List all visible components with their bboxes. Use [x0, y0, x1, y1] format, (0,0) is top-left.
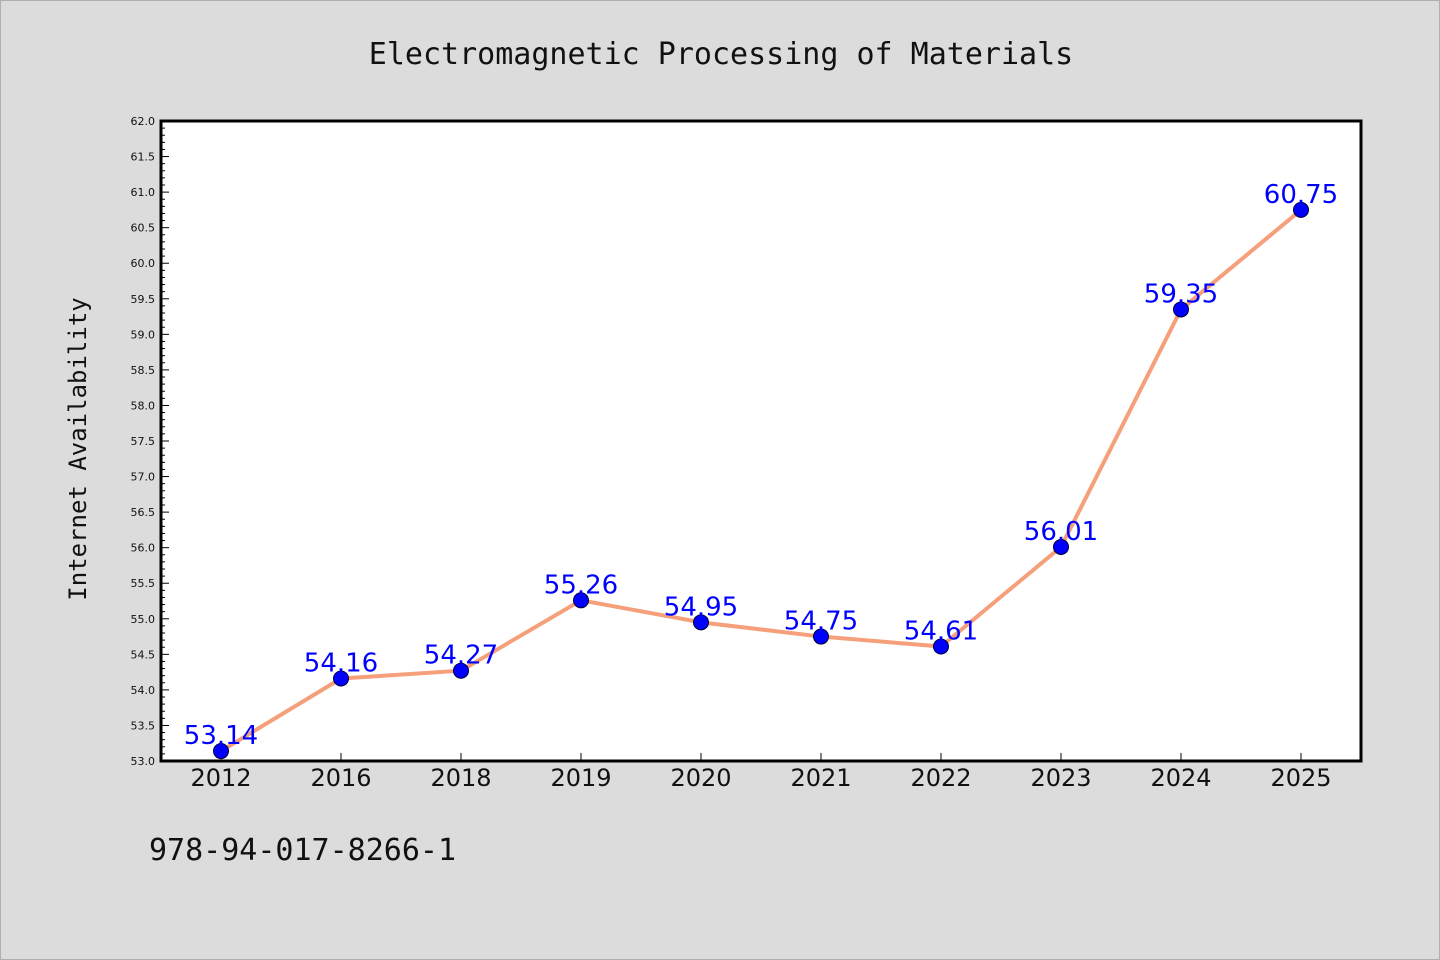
x-tick-label: 2023: [1030, 764, 1091, 792]
y-tick-label: 59.5: [131, 293, 156, 306]
plot-area: [159, 119, 1363, 763]
x-tick-label: 2016: [310, 764, 371, 792]
series-line: [219, 207, 1303, 754]
y-axis: 53.0 53.5 54.0 54.5 55.0 55.5 56.0 56.5 57.0 57.5…: [131, 115, 169, 768]
x-tick-label: 2025: [1270, 764, 1331, 792]
data-point: [333, 670, 349, 687]
data-point: [693, 614, 709, 631]
x-tick-label: 2024: [1150, 764, 1211, 792]
data-point: [933, 638, 949, 655]
data-label: 54.16: [304, 649, 378, 679]
series-group: [219, 207, 1303, 754]
y-axis-label: Internet Availability: [64, 297, 92, 600]
y-tick-label: 56.5: [131, 506, 156, 519]
y-tick-label: 61.0: [131, 186, 156, 199]
data-label: 56.01: [1024, 517, 1098, 547]
data-label: 55.26: [544, 570, 618, 600]
data-label: 54.95: [664, 592, 738, 622]
y-tick-label: 58.5: [131, 364, 156, 377]
y-tick-label: 56.0: [131, 542, 156, 555]
data-point: [1053, 538, 1069, 555]
y-tick-label: 55.5: [131, 577, 156, 590]
x-tick-label: 2022: [910, 764, 971, 792]
data-point: [573, 592, 589, 609]
data-label: 54.75: [784, 607, 858, 637]
y-tick-label: 53.0: [131, 755, 156, 768]
y-tick-label: 53.5: [131, 719, 156, 732]
data-point: [453, 662, 469, 679]
y-tick-label: 60.0: [131, 257, 156, 270]
data-point: [813, 628, 829, 645]
y-tick-label: 61.5: [131, 151, 156, 164]
data-label: 54.61: [904, 617, 978, 647]
y-tick-label: 57.5: [131, 435, 156, 448]
data-point: [213, 743, 229, 760]
data-point: [1173, 301, 1189, 318]
isbn-footnote: 978-94-017-8266-1: [149, 833, 457, 868]
y-tick-label: 57.0: [131, 471, 156, 484]
y-tick-label: 54.5: [131, 648, 156, 661]
data-label: 60.75: [1264, 180, 1338, 210]
y-tick-label: 60.5: [131, 222, 156, 235]
x-tick-label: 2020: [670, 764, 731, 792]
y-tick-label: 58.0: [131, 399, 156, 412]
data-label: 59.35: [1144, 279, 1218, 309]
y-tick-label: 59.0: [131, 328, 156, 341]
markers-group: [213, 201, 1309, 760]
x-axis: 2012 2016 2018 2019 2020 2021 2022 2023 2024 2025: [190, 753, 1332, 792]
x-tick-label: 2012: [190, 764, 251, 792]
x-tick-label: 2021: [790, 764, 851, 792]
data-label: 54.27: [424, 641, 498, 671]
y-tick-label: 55.0: [131, 613, 156, 626]
chart-title: Electromagnetic Processing of Materials: [369, 37, 1073, 72]
y-tick-label: 54.0: [131, 684, 156, 697]
x-tick-label: 2018: [430, 764, 491, 792]
y-tick-label: 62.0: [131, 115, 156, 128]
x-tick-label: 2019: [550, 764, 611, 792]
data-labels-group: 53.14 54.16 54.27 55.26 54.95 54.75 54.61 56.01…: [184, 180, 1338, 751]
data-label: 53.14: [184, 721, 258, 751]
data-point: [1293, 201, 1309, 218]
